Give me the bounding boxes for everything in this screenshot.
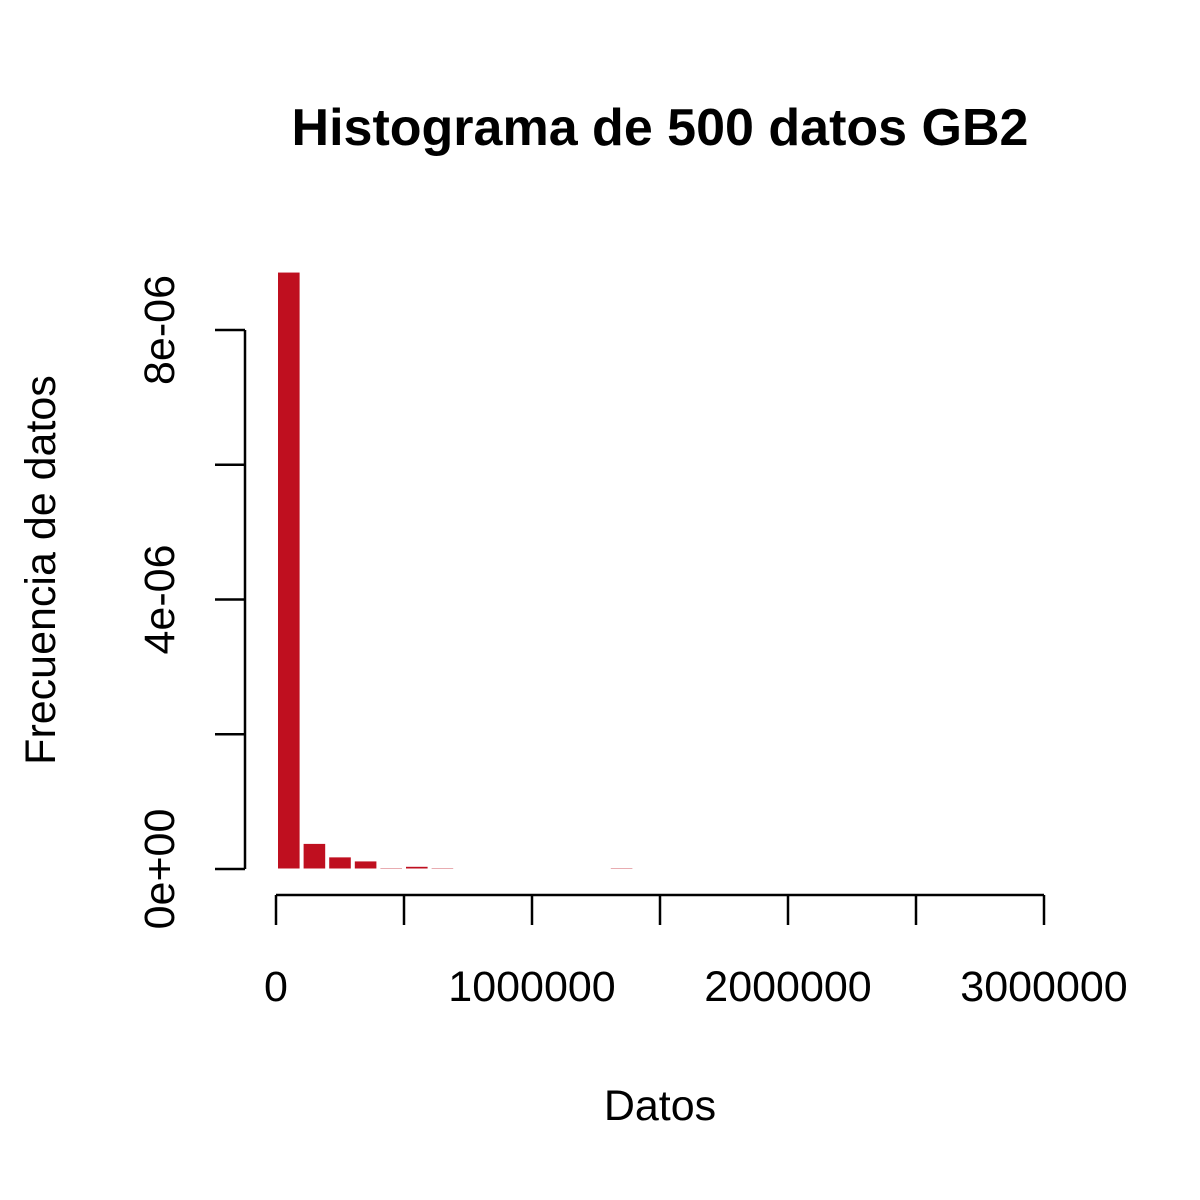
histogram-bar [329,857,352,869]
y-axis: 0e+00 4e-06 8e-06 [136,275,245,929]
histogram-bar [303,843,326,869]
x-tick-label: 2000000 [704,963,871,1011]
x-tick-label: 0 [264,963,288,1011]
chart-title: Histograma de 500 datos GB2 [292,99,1029,157]
x-tick-label: 1000000 [448,963,615,1011]
histogram-bar [406,866,429,869]
histogram-bar [431,868,454,869]
y-tick-label: 4e-06 [136,545,184,655]
x-axis-title: Datos [604,1082,716,1130]
x-tick-label: 3000000 [960,963,1127,1011]
y-axis-title: Frecuencia de datos [17,375,65,765]
bars-group [278,272,633,869]
histogram-bar [354,861,377,869]
histogram-bar [380,868,403,869]
histogram-bar [278,272,301,869]
y-tick-label: 0e+00 [136,809,184,930]
y-tick-label: 8e-06 [136,275,184,385]
histogram-bar [610,868,633,869]
x-axis: 0 1000000 2000000 3000000 [264,895,1128,1011]
